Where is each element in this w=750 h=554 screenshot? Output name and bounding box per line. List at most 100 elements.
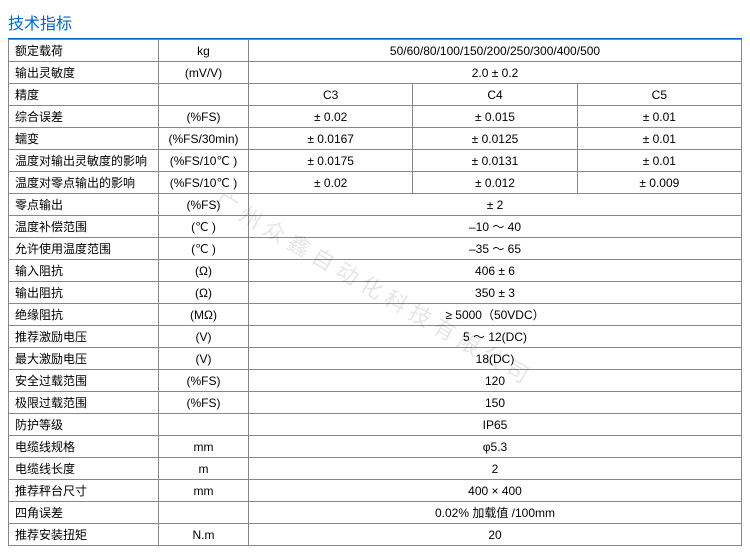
table-row: 电缆线长度m2	[9, 458, 742, 480]
table-row: 极限过载范围(%FS)150	[9, 392, 742, 414]
row-value-c4: ± 0.015	[413, 106, 577, 128]
row-value-c4: C4	[413, 84, 577, 106]
row-label: 零点输出	[9, 194, 159, 216]
table-row: 电缆线规格mmφ5.3	[9, 436, 742, 458]
row-unit	[159, 84, 249, 106]
row-value: 2	[249, 458, 742, 480]
row-value: 0.02% 加载值 /100mm	[249, 502, 742, 524]
row-value: 350 ± 3	[249, 282, 742, 304]
table-row: 综合误差(%FS)± 0.02± 0.015± 0.01	[9, 106, 742, 128]
row-value: 120	[249, 370, 742, 392]
row-label: 绝缘阻抗	[9, 304, 159, 326]
table-row: 四角误差 0.02% 加载值 /100mm	[9, 502, 742, 524]
row-label: 推荐秤台尺寸	[9, 480, 159, 502]
table-row: 防护等级 IP65	[9, 414, 742, 436]
row-label: 精度	[9, 84, 159, 106]
row-value: 18(DC)	[249, 348, 742, 370]
row-label: 推荐激励电压	[9, 326, 159, 348]
table-row: 推荐安装扭矩N.m20	[9, 524, 742, 546]
row-unit: (V)	[159, 326, 249, 348]
row-unit: (%FS/10℃ )	[159, 172, 249, 194]
row-label: 温度对输出灵敏度的影响	[9, 150, 159, 172]
row-unit: (%FS)	[159, 392, 249, 414]
table-row: 推荐激励电压(V)5 ～ 12(DC)	[9, 326, 742, 348]
row-value-c3: ± 0.02	[249, 106, 413, 128]
row-value: 400 × 400	[249, 480, 742, 502]
row-unit	[159, 414, 249, 436]
row-unit: kg	[159, 40, 249, 62]
row-label: 推荐安装扭矩	[9, 524, 159, 546]
row-unit: (℃ )	[159, 238, 249, 260]
table-row: 推荐秤台尺寸mm400 × 400	[9, 480, 742, 502]
table-row: 安全过载范围(%FS)120	[9, 370, 742, 392]
row-unit: (Ω)	[159, 282, 249, 304]
row-label: 最大激励电压	[9, 348, 159, 370]
row-value: 5 ～ 12(DC)	[249, 326, 742, 348]
row-label: 安全过载范围	[9, 370, 159, 392]
row-unit: (Ω)	[159, 260, 249, 282]
table-row: 允许使用温度范围(℃ )–35 ～ 65	[9, 238, 742, 260]
row-value: 50/60/80/100/150/200/250/300/400/500	[249, 40, 742, 62]
row-value: ± 2	[249, 194, 742, 216]
row-label: 蠕变	[9, 128, 159, 150]
table-row: 额定载荷kg50/60/80/100/150/200/250/300/400/5…	[9, 40, 742, 62]
row-value-c5: ± 0.01	[577, 106, 741, 128]
table-row: 蠕变(%FS/30min)± 0.0167± 0.0125± 0.01	[9, 128, 742, 150]
table-row: 输入阻抗(Ω)406 ± 6	[9, 260, 742, 282]
row-label: 温度补偿范围	[9, 216, 159, 238]
table-row: 输出阻抗(Ω)350 ± 3	[9, 282, 742, 304]
row-unit: mm	[159, 436, 249, 458]
row-unit: (℃ )	[159, 216, 249, 238]
row-value-c4: ± 0.0131	[413, 150, 577, 172]
row-value-c5: ± 0.01	[577, 128, 741, 150]
row-unit: (V)	[159, 348, 249, 370]
table-row: 温度补偿范围(℃ )–10 ～ 40	[9, 216, 742, 238]
row-unit: (%FS)	[159, 194, 249, 216]
row-value: IP65	[249, 414, 742, 436]
row-unit: (MΩ)	[159, 304, 249, 326]
table-row: 温度对输出灵敏度的影响(%FS/10℃ )± 0.0175± 0.0131± 0…	[9, 150, 742, 172]
row-unit: m	[159, 458, 249, 480]
table-row: 零点输出(%FS)± 2	[9, 194, 742, 216]
row-unit: (mV/V)	[159, 62, 249, 84]
row-label: 输入阻抗	[9, 260, 159, 282]
row-label: 四角误差	[9, 502, 159, 524]
row-value: 2.0 ± 0.2	[249, 62, 742, 84]
row-unit: (%FS/30min)	[159, 128, 249, 150]
row-label: 额定载荷	[9, 40, 159, 62]
row-value-c5: ± 0.009	[577, 172, 741, 194]
row-label: 温度对零点输出的影响	[9, 172, 159, 194]
row-value-c4: ± 0.012	[413, 172, 577, 194]
row-unit	[159, 502, 249, 524]
row-value-c3: ± 0.02	[249, 172, 413, 194]
row-value-c5: ± 0.01	[577, 150, 741, 172]
row-unit: (%FS/10℃ )	[159, 150, 249, 172]
row-label: 输出阻抗	[9, 282, 159, 304]
row-label: 综合误差	[9, 106, 159, 128]
row-unit: mm	[159, 480, 249, 502]
table-row: 最大激励电压(V)18(DC)	[9, 348, 742, 370]
row-value: –35 ～ 65	[249, 238, 742, 260]
spec-table: 额定载荷kg50/60/80/100/150/200/250/300/400/5…	[8, 39, 742, 546]
row-label: 允许使用温度范围	[9, 238, 159, 260]
row-value: 150	[249, 392, 742, 414]
row-unit: N.m	[159, 524, 249, 546]
table-row: 精度C3C4C5	[9, 84, 742, 106]
row-value: φ5.3	[249, 436, 742, 458]
table-row: 绝缘阻抗(MΩ)≥ 5000（50VDC）	[9, 304, 742, 326]
row-unit: (%FS)	[159, 370, 249, 392]
row-label: 防护等级	[9, 414, 159, 436]
row-value: ≥ 5000（50VDC）	[249, 304, 742, 326]
row-value: 20	[249, 524, 742, 546]
table-row: 温度对零点输出的影响(%FS/10℃ )± 0.02± 0.012± 0.009	[9, 172, 742, 194]
row-value-c3: ± 0.0167	[249, 128, 413, 150]
row-label: 电缆线规格	[9, 436, 159, 458]
row-value-c3: ± 0.0175	[249, 150, 413, 172]
row-label: 输出灵敏度	[9, 62, 159, 84]
table-row: 输出灵敏度(mV/V)2.0 ± 0.2	[9, 62, 742, 84]
row-value: –10 ～ 40	[249, 216, 742, 238]
row-label: 极限过载范围	[9, 392, 159, 414]
row-value: 406 ± 6	[249, 260, 742, 282]
section-title: 技术指标	[8, 8, 742, 39]
row-value-c4: ± 0.0125	[413, 128, 577, 150]
